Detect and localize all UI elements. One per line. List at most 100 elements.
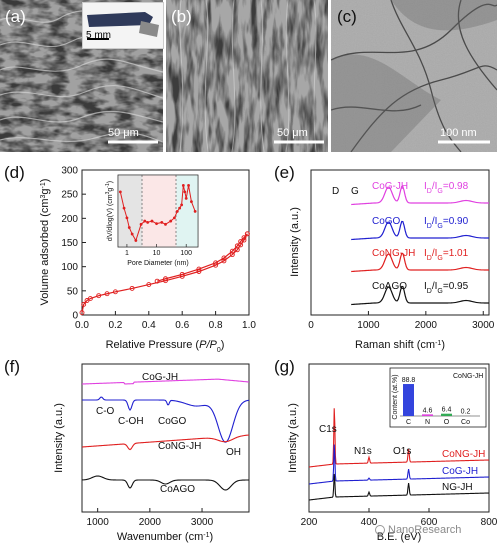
d-inset-point <box>143 219 147 223</box>
panel-d-label: (d) <box>4 163 25 182</box>
panel-c-scale-label: 100 nm <box>440 127 477 139</box>
g-inset-value: 0.2 <box>461 408 471 415</box>
d-inset-point <box>187 184 190 187</box>
watermark-icon <box>375 525 385 535</box>
d-xtick-label: 1.0 <box>242 320 256 331</box>
d-inset-xtick-label: 10 <box>153 250 161 257</box>
watermark: NanoResearch <box>375 522 461 538</box>
f-series-name: CoNG-JH <box>158 441 201 452</box>
g-inset-bar <box>441 413 452 416</box>
d-inset-shade-left <box>118 175 143 247</box>
g-inset-title: CoNG-JH <box>453 373 483 380</box>
f-annot-co: C-O <box>96 406 115 417</box>
panel-d-chart: (d) 0.0 0.2 0.4 0.6 0.8 1.0 0 50 100 150 200 250 300… <box>4 163 256 354</box>
panel-e-label: (e) <box>274 163 295 182</box>
d-ytick-label: 200 <box>61 214 78 225</box>
d-inset-point <box>183 190 187 194</box>
d-inset-point <box>164 222 167 226</box>
e-ratio-label: ID/IG=0.90 <box>424 216 469 230</box>
d-point <box>154 278 160 284</box>
e-ratio-label: ID/IG=0.95 <box>424 281 469 295</box>
g-inset-value: 88.8 <box>402 377 416 384</box>
g-peak-n1s: N1s <box>354 446 372 457</box>
g-peak-c1s: C1s <box>319 424 337 435</box>
f-series-coago <box>81 475 249 491</box>
d-inset-point <box>181 184 185 187</box>
d-point <box>221 258 227 264</box>
g-peak-o1s: O1s <box>393 446 411 457</box>
g-inset-bar <box>422 414 433 416</box>
d-point <box>146 282 152 288</box>
panel-e-chart: (e) Intensity (a.u.) Raman shift (cm-1) … <box>274 163 495 351</box>
f-series-cog-jh <box>81 378 250 385</box>
g-series-ng-jh <box>308 473 490 501</box>
f-xtick-label: 1000 <box>87 517 110 528</box>
d-point <box>163 276 168 282</box>
d-ytick-label: 0 <box>72 311 78 322</box>
panel-c-label: (c) <box>337 7 357 26</box>
d-inset-point <box>127 226 131 229</box>
d-inset-point <box>118 190 122 194</box>
e-peak-d: D <box>332 186 339 197</box>
d-xtick-label: 0.8 <box>209 320 223 331</box>
d-point <box>112 289 118 295</box>
d-inset-point <box>190 200 193 204</box>
g-xtick-label: 800 <box>481 517 497 528</box>
d-inset-point <box>193 209 197 213</box>
d-point <box>234 243 240 249</box>
g-xlabel: B.E. (eV) <box>377 531 422 543</box>
d-point <box>241 235 247 241</box>
watermark-text: NanoResearch <box>388 524 462 536</box>
d-inset-ylabel: dV/dlog(V) (cm3g-1) <box>105 181 114 241</box>
f-series-cogo <box>82 396 250 443</box>
d-inset-point <box>146 220 150 224</box>
e-series-name: CoG-JH <box>372 181 408 192</box>
f-xtick-label: 2000 <box>139 517 162 528</box>
d-xtick-label: 0.2 <box>108 320 122 331</box>
g-inset-ylabel: Content (at.%) <box>392 374 399 419</box>
g-series-name: CoG-JH <box>442 466 478 477</box>
f-series-name: CoG-JH <box>142 372 178 383</box>
d-point <box>221 255 227 261</box>
d-xtick-label: 0.6 <box>175 320 189 331</box>
d-inset-point <box>160 220 164 224</box>
d-ylabel: Volume adsorbed (cm3g-1) <box>39 179 51 306</box>
d-inset-point <box>125 216 129 220</box>
panel-b-scale-label: 50 μm <box>277 127 308 139</box>
d-point <box>229 252 235 258</box>
e-xtick-label: 2000 <box>415 320 438 331</box>
g-xtick-label: 200 <box>301 517 318 528</box>
d-inset-shade-right <box>176 175 198 247</box>
d-inset-point <box>180 203 184 207</box>
panel-g-label: (g) <box>274 357 295 376</box>
e-series-name: CoAGO <box>372 281 407 292</box>
g-xtick-label: 600 <box>421 517 438 528</box>
g-series-name: NG-JH <box>442 482 473 493</box>
plot-frame-g <box>308 363 490 513</box>
g-series-cog-jh <box>308 444 490 485</box>
d-inset-xtick-label: 100 <box>180 250 192 257</box>
d-inset-xlabel: Pore Diameter (nm) <box>127 260 188 267</box>
f-series-cong-jh <box>81 434 250 451</box>
f-series-name: CoGO <box>158 416 187 427</box>
d-inset-point <box>150 219 154 223</box>
inset-scale-label: 5 mm <box>86 30 111 41</box>
d-inset-xtick-label: 1 <box>125 250 129 257</box>
g-inset-value: 4.6 <box>423 407 433 414</box>
e-series-cong-jh <box>351 252 489 273</box>
e-series-name: CoGO <box>372 216 401 227</box>
d-point <box>179 271 185 277</box>
e-series-cogo <box>351 220 489 241</box>
g-series-cong-jh <box>308 408 490 468</box>
g-ylabel: Intensity (a.u.) <box>287 403 299 473</box>
g-inset-category: C <box>406 419 411 426</box>
g-inset-category: N <box>425 419 430 426</box>
e-series-coago <box>351 285 489 306</box>
d-ytick-label: 100 <box>61 262 78 273</box>
d-inset-point <box>122 206 126 210</box>
panel-a-scale-label: 50 μm <box>108 127 139 139</box>
d-inset-point <box>178 206 182 210</box>
d-inset-point <box>175 209 179 213</box>
d-inset-point <box>139 222 143 226</box>
d-point <box>96 293 102 299</box>
